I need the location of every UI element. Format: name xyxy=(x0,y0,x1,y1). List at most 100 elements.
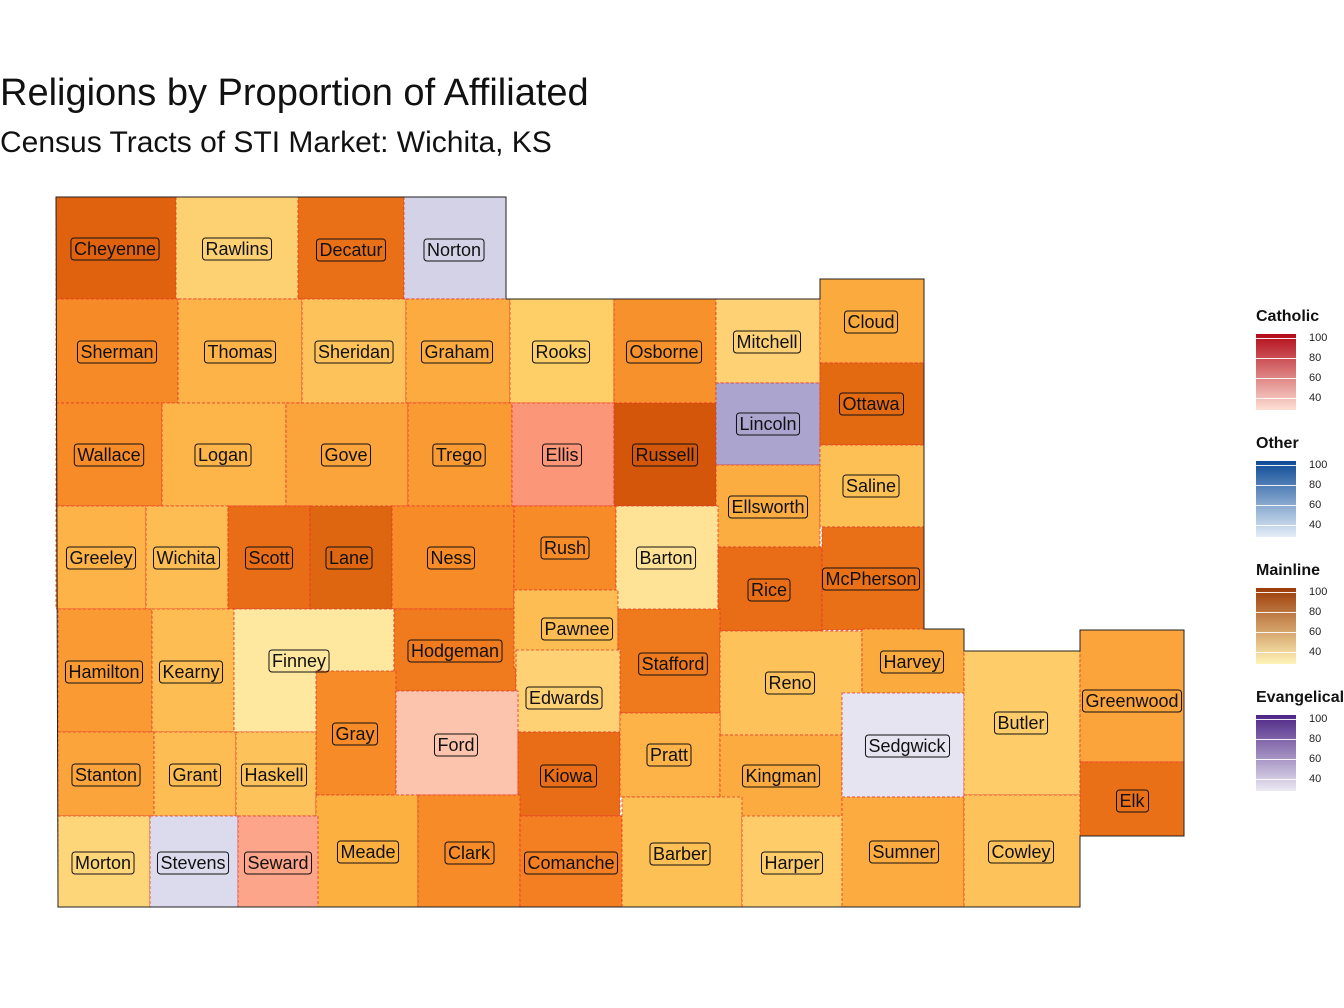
county-label: Pratt xyxy=(650,745,688,765)
county-label-box xyxy=(407,639,503,663)
county-seward[interactable] xyxy=(237,815,319,908)
county-label: Cowley xyxy=(991,842,1050,862)
county-label: Rooks xyxy=(535,342,586,362)
county-label-box xyxy=(732,330,802,354)
county-rooks[interactable] xyxy=(509,298,615,404)
map-title: Religions by Proportion of Affiliated xyxy=(0,72,589,114)
county-ottawa[interactable] xyxy=(819,362,925,446)
county-label-box xyxy=(420,340,494,364)
county-label-box xyxy=(203,340,277,364)
county-wichita[interactable] xyxy=(145,505,229,610)
legend-tick-mark xyxy=(1256,505,1296,506)
legend-tick-mark xyxy=(1256,465,1296,466)
county-russell[interactable] xyxy=(613,402,717,507)
county-label-box xyxy=(821,567,921,591)
county-greeley[interactable] xyxy=(55,505,147,610)
legend-tick-mark xyxy=(1256,378,1296,379)
county-sumner[interactable] xyxy=(841,796,965,908)
county-label-box xyxy=(433,733,479,757)
county-label-box xyxy=(201,237,273,261)
county-ness[interactable] xyxy=(391,505,515,610)
county-stevens[interactable] xyxy=(149,815,239,908)
county-label-box xyxy=(168,763,222,787)
county-label-box xyxy=(843,310,899,334)
county-stanton[interactable] xyxy=(57,731,155,817)
county-label-box xyxy=(838,392,904,416)
legend-title: Catholic xyxy=(1256,308,1320,325)
county-label-box xyxy=(315,238,387,262)
county-label-box xyxy=(649,842,711,866)
county-haskell[interactable] xyxy=(235,731,317,817)
county-label: Stafford xyxy=(642,654,705,674)
county-label-box xyxy=(65,546,137,570)
county-rice[interactable] xyxy=(717,546,823,632)
county-label-box xyxy=(314,340,394,364)
county-label: Greeley xyxy=(69,548,132,568)
legend-tick-mark xyxy=(1256,652,1296,653)
legend-tick-label: 80 xyxy=(1309,606,1322,618)
county-label: Ellsworth xyxy=(731,497,804,517)
county-stafford[interactable] xyxy=(617,608,721,714)
county-label: Finney xyxy=(272,651,326,671)
county-label: Russell xyxy=(635,445,694,465)
county-sedgwick[interactable] xyxy=(841,692,965,798)
county-scott[interactable] xyxy=(227,505,311,610)
county-ellis[interactable] xyxy=(511,402,615,507)
legend-group-evangelical: Evangelical 100 80 60 40 xyxy=(1256,689,1344,816)
county-label: Ottawa xyxy=(842,394,900,414)
county-label: Elk xyxy=(1119,791,1145,811)
county-sherman[interactable] xyxy=(55,298,179,404)
county-gove[interactable] xyxy=(285,402,409,507)
county-label: Hamilton xyxy=(68,662,139,682)
legend-tick-mark xyxy=(1256,779,1296,780)
county-trego[interactable] xyxy=(407,402,513,507)
legend-color-bar xyxy=(1256,461,1296,537)
county-kiowa[interactable] xyxy=(517,731,621,817)
county-label-box xyxy=(325,546,373,570)
county-label: Edwards xyxy=(529,688,599,708)
county-morton[interactable] xyxy=(57,815,151,908)
county-label-box xyxy=(993,711,1049,735)
county-barber[interactable] xyxy=(621,796,743,908)
county-label-box xyxy=(70,237,160,261)
market-outline xyxy=(55,196,1185,908)
county-label: Butler xyxy=(997,713,1044,733)
county-greenwood[interactable] xyxy=(1079,629,1185,763)
county-label: Comanche xyxy=(527,853,614,873)
county-ellsworth[interactable] xyxy=(715,464,821,548)
county-wallace[interactable] xyxy=(55,402,163,507)
county-harvey[interactable] xyxy=(861,628,965,694)
county-label: Cloud xyxy=(847,312,894,332)
legend-tick-label: 40 xyxy=(1309,519,1322,531)
county-lincoln[interactable] xyxy=(715,382,821,466)
county-label-box xyxy=(1081,689,1183,713)
county-edwards[interactable] xyxy=(515,649,621,733)
county-ford[interactable] xyxy=(395,690,519,796)
county-comanche[interactable] xyxy=(519,815,623,908)
county-elk[interactable] xyxy=(1079,761,1185,837)
county-cowley[interactable] xyxy=(963,794,1081,908)
county-cloud[interactable] xyxy=(819,278,925,364)
county-label-box xyxy=(243,851,313,875)
county-hodgeman[interactable] xyxy=(393,608,517,692)
county-label: McPherson xyxy=(825,569,916,589)
county-grant[interactable] xyxy=(153,731,237,817)
county-harper[interactable] xyxy=(741,815,845,908)
legend-title: Evangelical xyxy=(1256,689,1344,706)
county-logan[interactable] xyxy=(161,402,287,507)
county-barton[interactable] xyxy=(615,505,719,611)
map-subtitle: Census Tracts of STI Market: Wichita, KS xyxy=(0,126,552,159)
county-saline[interactable] xyxy=(819,444,925,528)
county-label: Seward xyxy=(247,853,308,873)
county-label: Scott xyxy=(248,548,289,568)
county-gray[interactable] xyxy=(315,670,397,796)
county-decatur[interactable] xyxy=(297,196,405,300)
county-mcpherson[interactable] xyxy=(821,526,925,631)
county-sheridan[interactable] xyxy=(301,298,407,404)
legend-tick-mark xyxy=(1256,485,1296,486)
county-butler[interactable] xyxy=(963,650,1081,796)
county-rush[interactable] xyxy=(513,505,617,591)
county-label-box xyxy=(423,238,485,262)
county-meade[interactable] xyxy=(315,794,419,908)
county-label-box xyxy=(760,851,824,875)
